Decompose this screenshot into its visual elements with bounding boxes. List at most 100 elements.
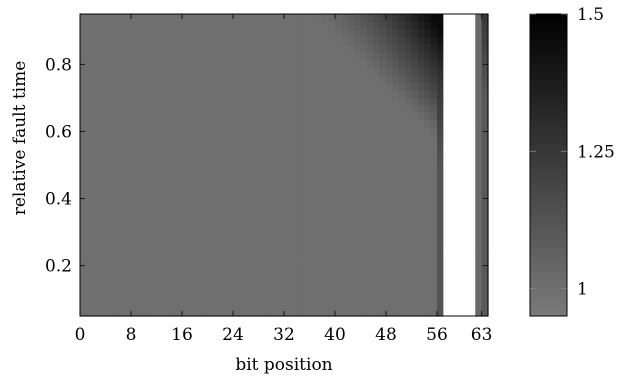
heatmap-cell: [449, 300, 457, 310]
heatmap-cell: [392, 225, 400, 234]
heatmap-cell: [175, 248, 183, 257]
heatmap-cell: [347, 270, 355, 279]
heatmap-cell: [201, 51, 209, 60]
heatmap-cell: [309, 59, 317, 68]
heatmap-cell: [347, 149, 355, 159]
heatmap-cell: [233, 255, 240, 264]
heatmap-cell: [137, 225, 145, 234]
heatmap-cell: [322, 225, 330, 234]
heatmap-cell: [284, 202, 291, 211]
heatmap-cell: [437, 134, 444, 143]
heatmap-cell: [111, 285, 119, 294]
heatmap-cell: [315, 119, 323, 128]
heatmap-cell: [105, 14, 113, 23]
heatmap-cell: [245, 263, 253, 272]
heatmap-cell: [207, 202, 215, 211]
heatmap-cell: [424, 119, 432, 128]
heatmap-cell: [386, 240, 393, 249]
heatmap-cell: [271, 89, 279, 98]
x-axis-ticks: 0 8 16 24 32 40 48 56 63: [75, 14, 492, 345]
heatmap-cell: [220, 270, 228, 279]
heatmap-cell: [137, 59, 145, 68]
heatmap-cell: [315, 293, 323, 302]
heatmap-cell: [105, 217, 113, 226]
heatmap-cell: [258, 112, 266, 121]
heatmap-cell: [405, 263, 413, 272]
heatmap-cell: [92, 97, 100, 106]
heatmap-cell: [335, 44, 342, 53]
heatmap-cell: [182, 104, 189, 113]
heatmap-cell: [462, 195, 470, 204]
heatmap-cell: [156, 29, 164, 38]
heatmap-cell: [92, 240, 100, 249]
heatmap-cell: [220, 81, 228, 91]
heatmap-cell: [379, 104, 387, 113]
heatmap-cell: [315, 270, 323, 279]
heatmap-cell: [379, 36, 387, 45]
heatmap-cell: [131, 112, 138, 121]
heatmap-cell: [303, 165, 311, 174]
x-axis-label: bit position: [235, 355, 332, 375]
heatmap-cell: [143, 225, 151, 234]
heatmap-cell: [105, 157, 113, 166]
heatmap-cell: [296, 44, 304, 53]
heatmap-cell: [252, 127, 260, 136]
heatmap-cell: [290, 157, 298, 166]
heatmap-cell: [424, 172, 432, 181]
heatmap-cell: [124, 127, 132, 136]
heatmap-cell: [137, 308, 145, 317]
heatmap-cell: [347, 165, 355, 174]
heatmap-cell: [309, 89, 317, 98]
heatmap-cell: [468, 142, 476, 151]
heatmap-cell: [468, 21, 476, 30]
heatmap-cell: [137, 217, 145, 226]
heatmap-cell: [258, 180, 266, 189]
heatmap-cell: [398, 36, 406, 45]
heatmap-cell: [131, 104, 138, 113]
y-axis-label: relative fault time: [10, 61, 30, 216]
heatmap-cell: [118, 270, 126, 279]
heatmap-cell: [264, 44, 272, 53]
heatmap-cell: [398, 104, 406, 113]
heatmap-cell: [131, 29, 138, 38]
heatmap-cell: [124, 270, 132, 279]
heatmap-cell: [226, 97, 234, 106]
heatmap-cell: [373, 225, 381, 234]
heatmap-cell: [303, 36, 311, 45]
heatmap-cell: [379, 89, 387, 98]
heatmap-cell: [366, 270, 374, 279]
heatmap-cell: [417, 149, 425, 159]
heatmap-cell: [315, 59, 323, 68]
heatmap-cell: [449, 134, 457, 143]
heatmap-cell: [341, 225, 349, 234]
heatmap-cell: [290, 51, 298, 60]
heatmap-cell: [347, 81, 355, 91]
heatmap-cell: [162, 134, 170, 143]
heatmap-cell: [417, 157, 425, 166]
x-tick-label: 16: [171, 325, 193, 345]
heatmap-cell: [277, 165, 285, 174]
heatmap-cell: [277, 240, 285, 249]
heatmap-cell: [322, 210, 330, 219]
heatmap-cell: [277, 225, 285, 234]
heatmap-cell: [456, 225, 464, 234]
heatmap-cell: [207, 157, 215, 166]
heatmap-cell: [354, 180, 362, 189]
heatmap-cell: [430, 21, 438, 30]
heatmap-cell: [303, 285, 311, 294]
heatmap-cell: [379, 225, 387, 234]
heatmap-cell: [111, 165, 119, 174]
heatmap-cell: [105, 180, 113, 189]
heatmap-cell: [131, 180, 138, 189]
heatmap-cell: [443, 14, 451, 23]
heatmap-cell: [175, 21, 183, 30]
heatmap-cell: [188, 127, 196, 136]
heatmap-cell: [437, 172, 444, 181]
heatmap-cell: [131, 59, 138, 68]
heatmap-cell: [143, 217, 151, 226]
heatmap-cell: [468, 255, 476, 264]
heatmap-cell: [137, 66, 145, 75]
heatmap-cell: [156, 172, 164, 181]
heatmap-cell: [449, 59, 457, 68]
heatmap-cell: [290, 308, 298, 317]
